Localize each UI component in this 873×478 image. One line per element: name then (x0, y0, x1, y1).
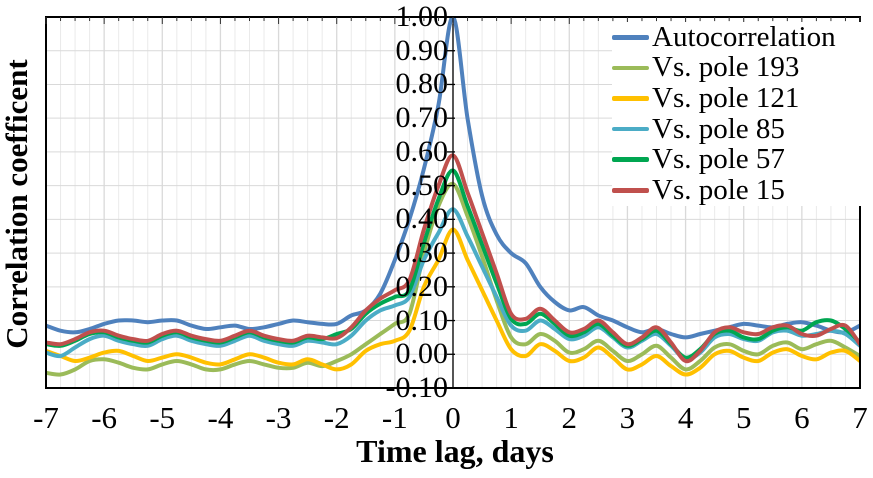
legend-label: Vs. pole 15 (652, 173, 785, 206)
legend: Autocorrelation Vs. pole 193 Vs. pole 121 V… (612, 22, 871, 206)
y-tick-label: 0.90 (395, 33, 449, 67)
y-tick-label: 1.00 (395, 0, 449, 33)
legend-label: Vs. pole 57 (652, 143, 785, 176)
x-tick-label: 7 (852, 400, 868, 435)
x-tick-label: 1 (503, 400, 519, 435)
legend-label: Vs. pole 85 (652, 112, 785, 145)
x-tick-label: -5 (149, 400, 176, 435)
legend-item: Vs. pole 57 (612, 144, 871, 175)
legend-item: Vs. pole 121 (612, 83, 871, 114)
x-tick-label: -2 (323, 400, 350, 435)
legend-label: Autocorrelation (652, 20, 836, 53)
y-tick-label: 0.40 (395, 202, 449, 236)
legend-swatch-icon (612, 126, 649, 132)
legend-item: Vs. pole 193 (612, 53, 871, 84)
legend-label: Vs. pole 121 (652, 81, 800, 114)
x-axis-title: Time lag, days (356, 433, 554, 469)
x-tick-label: -7 (33, 400, 59, 435)
y-tick-label: 0.10 (395, 303, 449, 337)
x-tick-label: 2 (561, 400, 578, 435)
legend-label: Vs. pole 193 (652, 51, 800, 84)
x-tick-label: 5 (735, 400, 752, 435)
legend-swatch-icon (612, 96, 649, 101)
y-tick-label: 0.50 (395, 168, 449, 202)
y-tick-label: 0.00 (395, 337, 449, 371)
x-tick-label: 0 (445, 400, 461, 435)
y-axis-title: Correlation coefficent (0, 59, 34, 349)
legend-swatch-icon (612, 157, 649, 162)
y-tick-label: 0.70 (395, 101, 449, 135)
legend-swatch-icon (612, 188, 649, 193)
y-tick-label: 0.30 (395, 236, 449, 270)
legend-swatch-icon (612, 35, 649, 40)
y-tick-label: 0.80 (395, 67, 449, 101)
x-tick-label: 4 (677, 400, 694, 435)
legend-item: Vs. pole 15 (612, 175, 871, 206)
y-tick-label: 0.60 (395, 134, 449, 168)
x-tick-label: -1 (381, 400, 408, 435)
x-tick-label: -3 (265, 400, 292, 435)
x-tick-label: 6 (794, 400, 810, 435)
legend-item: Vs. pole 85 (612, 114, 871, 145)
legend-item: Autocorrelation (612, 22, 871, 53)
y-tick-label: -0.10 (385, 371, 449, 404)
x-tick-label: -6 (91, 400, 118, 435)
x-tick-label: 3 (619, 400, 636, 435)
x-tick-label: -4 (207, 400, 234, 435)
y-tick-label: 0.20 (395, 269, 449, 303)
legend-swatch-icon (612, 65, 649, 71)
